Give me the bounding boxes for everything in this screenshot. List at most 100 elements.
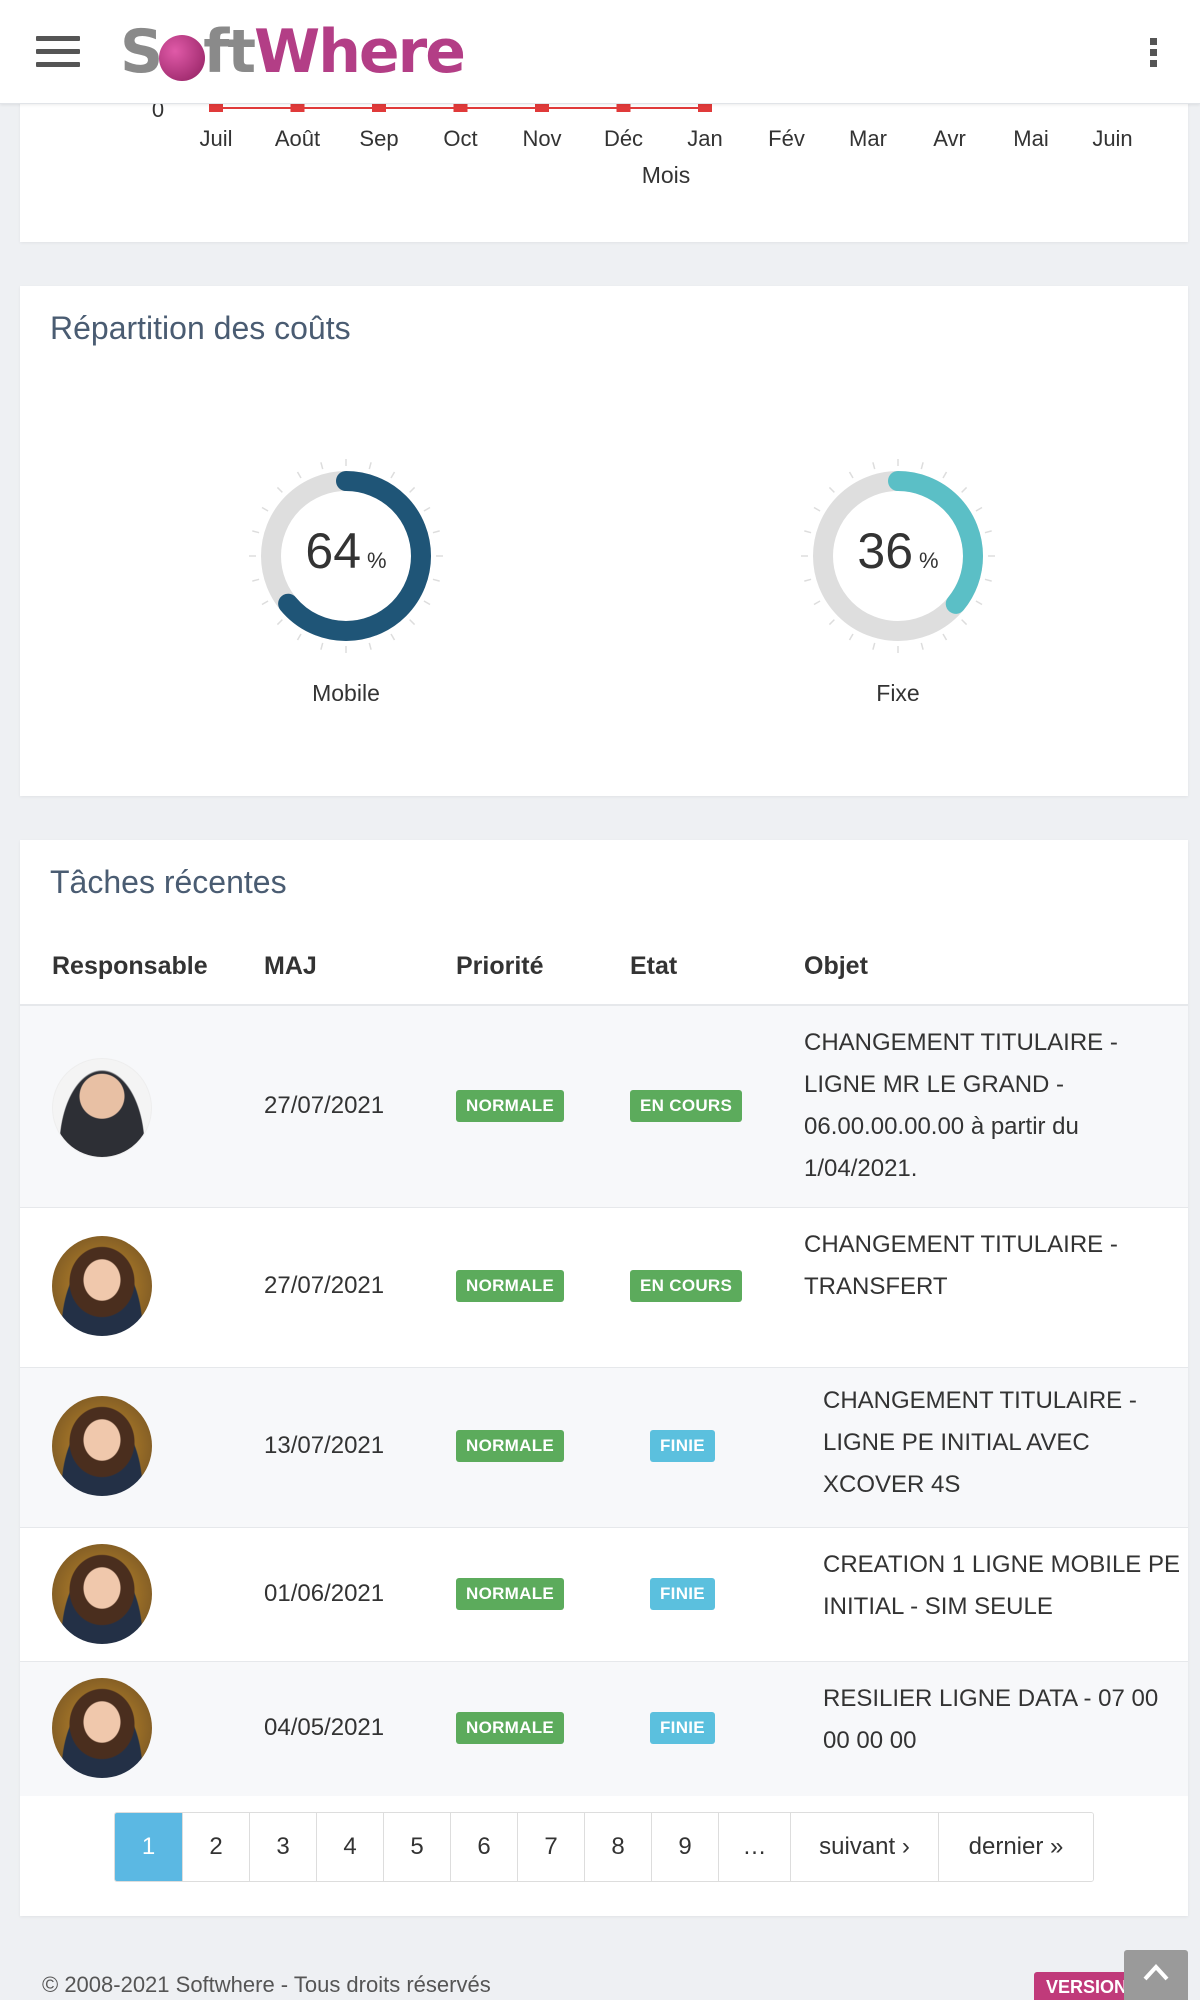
data-point[interactable] bbox=[453, 102, 468, 112]
table-header-divider bbox=[20, 1004, 1188, 1006]
gauge-tick bbox=[872, 462, 876, 470]
cost-distribution-card: Répartition des coûts 64% Mobile 36% Fix… bbox=[20, 286, 1188, 796]
hamburger-icon[interactable] bbox=[36, 36, 80, 68]
chevron-up-icon bbox=[1143, 1964, 1169, 1981]
gauge-mobile-ring bbox=[249, 459, 443, 653]
col-header-priorite[interactable]: Priorité bbox=[456, 952, 544, 980]
priority-badge: NORMALE bbox=[456, 1430, 565, 1462]
gauge-tick bbox=[848, 633, 854, 641]
table-row[interactable]: 04/05/2021 NORMALE FINIE RESILIER LIGNE … bbox=[20, 1662, 1188, 1796]
avatar bbox=[52, 1236, 152, 1336]
pagination: 1 2 3 4 5 6 7 8 9 … suivant › dernier » bbox=[114, 1812, 1094, 1882]
page-1-button[interactable]: 1 bbox=[115, 1813, 183, 1881]
gauge-tick bbox=[848, 471, 854, 479]
data-point[interactable] bbox=[698, 102, 712, 112]
gauge-tick bbox=[320, 462, 324, 470]
gauge-tick bbox=[813, 600, 821, 606]
gauge-tick bbox=[975, 600, 983, 606]
page-5-button[interactable]: 5 bbox=[384, 1813, 451, 1881]
task-object[interactable]: RESILIER LIGNE DATA - 07 00 00 00 00 bbox=[823, 1685, 1159, 1754]
task-object[interactable]: CHANGEMENT TITULAIRE - TRANSFERT bbox=[804, 1231, 1118, 1300]
page-2-button[interactable]: 2 bbox=[183, 1813, 250, 1881]
gauge-tick bbox=[813, 506, 821, 512]
recent-tasks-card: Tâches récentes Responsable MAJ Priorité… bbox=[20, 840, 1188, 1916]
data-point[interactable] bbox=[209, 102, 223, 112]
kebab-icon[interactable] bbox=[1150, 38, 1158, 68]
gauge-fixe-value: 36% bbox=[857, 523, 939, 579]
logo-text-where: Where bbox=[254, 17, 466, 87]
footer-copyright: © 2008-2021 Softwhere - Tous droits rése… bbox=[42, 1972, 491, 1997]
gauge-mobile-label: Mobile bbox=[312, 680, 380, 706]
last-page-button[interactable]: dernier » bbox=[939, 1813, 1093, 1881]
data-point[interactable] bbox=[616, 102, 631, 112]
table-row[interactable]: 01/06/2021 NORMALE FINIE CREATION 1 LIGN… bbox=[20, 1528, 1188, 1662]
priority-badge: NORMALE bbox=[456, 1090, 565, 1122]
gauge-fixe: 36% Fixe bbox=[768, 456, 1028, 736]
status-badge: FINIE bbox=[650, 1578, 715, 1610]
x-tick-label: Jan bbox=[687, 126, 722, 151]
task-date: 27/07/2021 bbox=[264, 1272, 385, 1299]
gauge-tick bbox=[920, 642, 924, 650]
status-badge: EN COURS bbox=[630, 1270, 743, 1302]
data-point[interactable] bbox=[535, 102, 549, 112]
cost-distribution-title: Répartition des coûts bbox=[50, 310, 351, 346]
gauge-tick bbox=[942, 633, 948, 641]
priority-badge: NORMALE bbox=[456, 1270, 565, 1302]
x-tick-label: Nov bbox=[522, 126, 561, 151]
scroll-to-top-button[interactable] bbox=[1124, 1950, 1188, 2000]
page-4-button[interactable]: 4 bbox=[317, 1813, 384, 1881]
priority-badge: NORMALE bbox=[456, 1578, 565, 1610]
data-point[interactable] bbox=[372, 102, 386, 112]
monthly-chart-card: 0 Juil Août Sep Oct Nov Déc Jan Fév Mar Avr Mai Juin… bbox=[20, 80, 1188, 242]
gauge-arc bbox=[261, 471, 431, 641]
task-object[interactable]: CREATION 1 LIGNE MOBILE PE INITIAL - SIM… bbox=[823, 1551, 1180, 1620]
x-tick-label: Mai bbox=[1013, 126, 1048, 151]
x-axis-label: Mois bbox=[642, 162, 691, 188]
page-7-button[interactable]: 7 bbox=[518, 1813, 585, 1881]
gauge-tick bbox=[828, 486, 835, 493]
page-6-button[interactable]: 6 bbox=[451, 1813, 518, 1881]
gauge-tick bbox=[320, 642, 324, 650]
gauge-tick bbox=[804, 578, 812, 582]
gauge-tick bbox=[409, 486, 416, 493]
gauge-tick bbox=[961, 619, 968, 626]
task-date: 01/06/2021 bbox=[264, 1580, 385, 1607]
gauge-tick bbox=[984, 530, 992, 534]
table-row[interactable]: 27/07/2021 NORMALE EN COURS CHANGEMENT T… bbox=[20, 1006, 1188, 1208]
col-header-responsable[interactable]: Responsable bbox=[52, 952, 208, 980]
x-tick-label: Mar bbox=[849, 126, 887, 151]
task-object[interactable]: CHANGEMENT TITULAIRE - LIGNE PE INITIAL … bbox=[823, 1387, 1137, 1498]
avatar bbox=[52, 1678, 152, 1778]
col-header-objet[interactable]: Objet bbox=[804, 952, 868, 980]
gauge-fixe-ring bbox=[801, 459, 995, 653]
table-row[interactable]: 27/07/2021 NORMALE EN COURS CHANGEMENT T… bbox=[20, 1208, 1188, 1368]
col-header-maj[interactable]: MAJ bbox=[264, 952, 317, 980]
page-ellipsis: … bbox=[719, 1813, 791, 1881]
next-page-button[interactable]: suivant › bbox=[791, 1813, 939, 1881]
page-9-button[interactable]: 9 bbox=[652, 1813, 719, 1881]
priority-badge: NORMALE bbox=[456, 1712, 565, 1744]
gauge-tick bbox=[261, 506, 269, 512]
x-tick-label: Sep bbox=[359, 126, 398, 151]
gauge-fixe-label: Fixe bbox=[876, 680, 920, 706]
page-8-button[interactable]: 8 bbox=[585, 1813, 652, 1881]
col-header-etat[interactable]: Etat bbox=[630, 952, 678, 980]
gauge-tick bbox=[423, 506, 431, 512]
gauge-tick bbox=[252, 578, 260, 582]
gauge-tick bbox=[984, 578, 992, 582]
gauge-tick bbox=[975, 506, 983, 512]
data-point[interactable] bbox=[290, 102, 305, 112]
gauge-tick bbox=[432, 530, 440, 534]
status-badge: EN COURS bbox=[630, 1090, 743, 1122]
gauge-tick bbox=[872, 642, 876, 650]
table-row[interactable]: 13/07/2021 NORMALE FINIE CHANGEMENT TITU… bbox=[20, 1368, 1188, 1528]
x-tick-label: Oct bbox=[443, 126, 477, 151]
avatar bbox=[52, 1544, 152, 1644]
gauge-arc bbox=[813, 471, 983, 641]
gauge-tick bbox=[276, 486, 283, 493]
task-object[interactable]: CHANGEMENT TITULAIRE - LIGNE MR LE GRAND… bbox=[804, 1029, 1118, 1182]
page-3-button[interactable]: 3 bbox=[250, 1813, 317, 1881]
x-tick-label: Juil bbox=[199, 126, 232, 151]
